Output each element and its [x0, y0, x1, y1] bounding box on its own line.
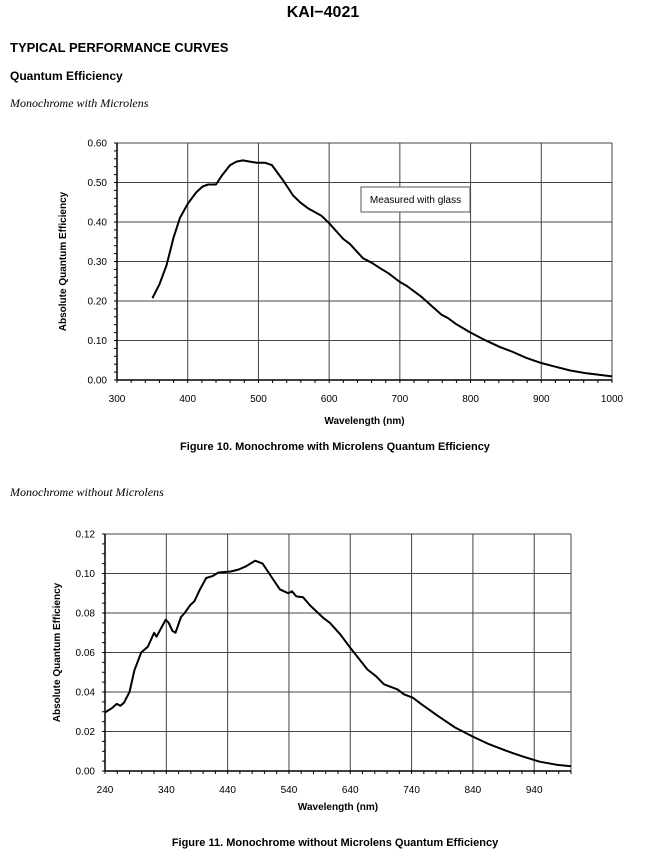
- x-axis-label: Wavelength (nm): [298, 802, 378, 813]
- x-tick-label: 640: [342, 785, 359, 796]
- y-tick-label: 0.30: [88, 257, 108, 268]
- x-tick-label: 740: [403, 785, 420, 796]
- annotation-text: Measured with glass: [370, 195, 461, 206]
- x-tick-label: 440: [219, 785, 236, 796]
- y-tick-label: 0.50: [88, 178, 108, 189]
- qe-curve: [151, 159, 613, 378]
- y-axis-label: Absolute Quantum Efficiency: [58, 191, 69, 331]
- x-tick-label: 540: [281, 785, 298, 796]
- y-tick-label: 0.04: [76, 688, 96, 699]
- x-tick-label: 600: [321, 394, 338, 405]
- x-tick-label: 840: [465, 785, 482, 796]
- y-tick-label: 0.12: [76, 530, 96, 541]
- y-tick-label: 0.60: [88, 139, 108, 150]
- y-tick-label: 0.40: [88, 218, 108, 229]
- x-tick-label: 340: [158, 785, 175, 796]
- chart-figure-10: 0.00 0.10 0.20 0.30 0.40 0.50 0.60 300 400 500 600…: [58, 139, 624, 428]
- x-tick-label: 800: [462, 394, 479, 405]
- x-tick-label: 240: [97, 785, 114, 796]
- y-tick-label: 0.10: [76, 569, 96, 580]
- x-tick-label: 940: [526, 785, 543, 796]
- y-tick-label: 0.10: [88, 336, 108, 347]
- y-tick-label: 0.02: [76, 727, 96, 738]
- figure-10-caption: Figure 10. Monochrome with Microlens Qua…: [180, 441, 490, 453]
- figure-11-heading: Monochrome without Microlens: [10, 485, 164, 499]
- y-tick-label: 0.06: [76, 648, 96, 659]
- x-tick-label: 300: [109, 394, 126, 405]
- x-tick-label: 400: [179, 394, 196, 405]
- annotation-box: [360, 186, 471, 213]
- qe-curve: [104, 559, 572, 768]
- figure-10-heading: Monochrome with Microlens: [10, 96, 149, 110]
- section-title: TYPICAL PERFORMANCE CURVES: [10, 40, 229, 55]
- document-title: KAI−4021: [286, 4, 360, 21]
- x-tick-label: 1000: [601, 394, 624, 405]
- y-axis-label: Absolute Quantum Efficiency: [52, 582, 63, 722]
- y-tick-label: 0.00: [88, 376, 108, 387]
- chart-figure-11: 0.00 0.02 0.04 0.06 0.08 0.10 0.12 240 340 440 540…: [52, 530, 572, 813]
- x-axis-label: Wavelength (nm): [324, 416, 404, 427]
- subsection-title: Quantum Efficiency: [10, 69, 123, 83]
- y-tick-label: 0.00: [76, 767, 96, 778]
- y-tick-label: 0.08: [76, 609, 96, 620]
- figure-11-caption: Figure 11. Monochrome without Microlens …: [171, 837, 499, 849]
- x-tick-label: 700: [392, 394, 409, 405]
- x-tick-label: 900: [533, 394, 550, 405]
- y-tick-label: 0.20: [88, 297, 108, 308]
- x-tick-label: 500: [250, 394, 267, 405]
